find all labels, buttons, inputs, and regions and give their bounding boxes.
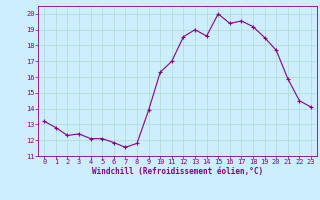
X-axis label: Windchill (Refroidissement éolien,°C): Windchill (Refroidissement éolien,°C) [92, 167, 263, 176]
